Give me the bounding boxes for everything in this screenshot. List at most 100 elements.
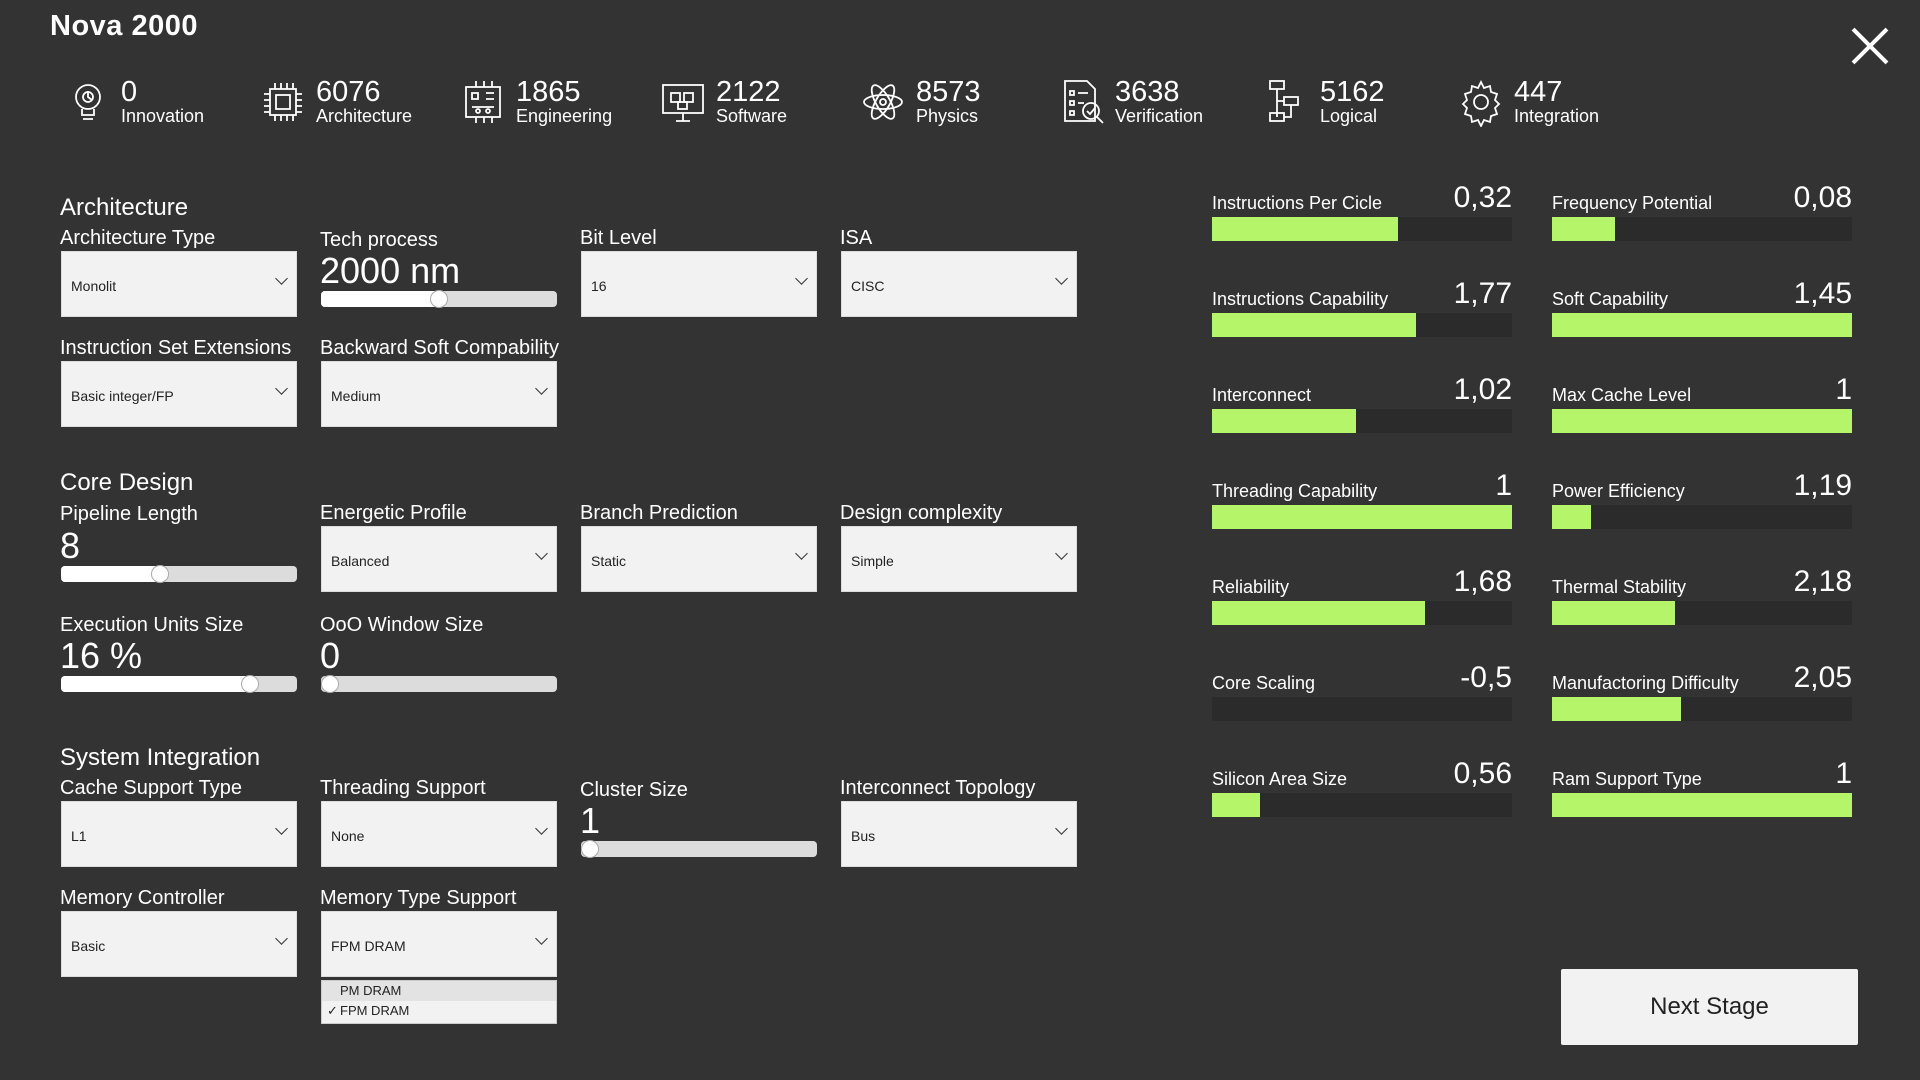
chevron-down-icon	[1055, 272, 1068, 285]
stat-label: Frequency Potential	[1552, 193, 1713, 213]
stat-value: 1	[1835, 757, 1852, 790]
stat-ram-support-type: Ram Support Type 1	[1552, 757, 1852, 827]
option-label: PM DRAM	[340, 983, 402, 998]
slider-fill	[321, 291, 439, 307]
stat-label: Manufactoring Difficulty	[1552, 673, 1739, 693]
chevron-down-icon	[1055, 547, 1068, 560]
threading-dropdown[interactable]: None	[321, 801, 557, 867]
stat-value: 1,45	[1793, 277, 1852, 310]
document-check-icon	[1064, 80, 1104, 124]
stat-value: 0,32	[1453, 181, 1512, 214]
stat-instructions-per-cicle: Instructions Per Cicle 0,32	[1212, 181, 1512, 251]
stat-label: Interconnect	[1212, 385, 1312, 405]
chevron-down-icon	[275, 822, 288, 835]
cluster-label: Cluster Size	[580, 779, 688, 801]
slider-fill	[61, 566, 161, 582]
stat-bar-fill	[1212, 505, 1512, 529]
section-system-integration: System Integration	[60, 744, 261, 771]
cluster-slider[interactable]	[581, 840, 817, 858]
bit-level-label: Bit Level	[580, 227, 657, 249]
complexity-dropdown[interactable]: Simple	[841, 526, 1077, 592]
stat-bar-track	[1212, 313, 1512, 337]
resource-value: 3638	[1115, 76, 1180, 108]
slider-knob[interactable]	[581, 840, 599, 858]
stat-interconnect: Interconnect 1,02	[1212, 373, 1512, 443]
topology-label: Interconnect Topology	[840, 777, 1036, 799]
ise-label: Instruction Set Extensions	[60, 337, 292, 359]
stat-silicon-area-size: Silicon Area Size 0,56	[1212, 757, 1512, 827]
backward-label: Backward Soft Compability	[320, 337, 559, 359]
ooo-slider[interactable]	[321, 675, 557, 693]
chevron-down-icon	[275, 932, 288, 945]
cluster-value: 1	[580, 800, 601, 841]
ooo-label: OoO Window Size	[320, 614, 484, 636]
memctrl-label: Memory Controller	[60, 887, 225, 909]
topology-value: Bus	[851, 828, 876, 844]
threading-value: None	[331, 828, 365, 844]
stat-core-scaling: Core Scaling -0,5	[1212, 661, 1512, 731]
cache-dropdown[interactable]: L1	[61, 801, 297, 867]
next-stage-button[interactable]: Next Stage	[1561, 969, 1858, 1045]
isa-dropdown[interactable]: CISC	[841, 251, 1077, 317]
backward-dropdown[interactable]: Medium	[321, 361, 557, 427]
stat-bar-fill	[1552, 697, 1681, 721]
option-pm-dram[interactable]: PM DRAM	[322, 981, 556, 1001]
stat-label: Instructions Capability	[1212, 289, 1389, 309]
isa-value: CISC	[851, 278, 885, 294]
resource-value: 5162	[1320, 76, 1385, 108]
stat-bar-fill	[1212, 601, 1425, 625]
resource-value: 6076	[316, 76, 381, 108]
resource-verification: 3638 Verification	[1057, 72, 1203, 132]
atom-icon	[863, 84, 903, 120]
threading-label: Threading Support	[320, 777, 486, 799]
close-icon[interactable]	[1850, 26, 1890, 66]
stat-instructions-capability: Instructions Capability 1,77	[1212, 277, 1512, 347]
resource-innovation: 0 Innovation	[63, 72, 204, 132]
resource-label: Engineering	[516, 106, 613, 126]
chevron-down-icon	[275, 272, 288, 285]
stat-value: 0,56	[1453, 757, 1512, 790]
resource-value: 1865	[516, 76, 581, 108]
pipeline-label: Pipeline Length	[60, 503, 198, 525]
chevron-down-icon	[535, 932, 548, 945]
stat-bar-track	[1552, 217, 1852, 241]
isa-label: ISA	[840, 227, 873, 249]
slider-knob[interactable]	[151, 565, 170, 583]
energetic-dropdown[interactable]: Balanced	[321, 526, 557, 592]
tech-process-slider[interactable]	[321, 290, 557, 308]
stat-label: Reliability	[1212, 577, 1290, 597]
stat-label: Soft Capability	[1552, 289, 1669, 309]
slider-knob[interactable]	[430, 290, 448, 308]
resource-engineering: 1865 Engineering	[458, 72, 612, 132]
pipeline-slider[interactable]	[61, 565, 297, 583]
stat-bar-track	[1552, 601, 1852, 625]
ise-dropdown[interactable]: Basic integer/FP	[61, 361, 297, 427]
bit-level-dropdown[interactable]: 16	[581, 251, 817, 317]
stat-value: 1	[1495, 469, 1512, 502]
stat-reliability: Reliability 1,68	[1212, 565, 1512, 635]
memtype-dropdown[interactable]: FPM DRAM	[321, 911, 557, 977]
stat-bar-track	[1552, 313, 1852, 337]
option-fpm-dram[interactable]: ✓ FPM DRAM	[322, 1001, 556, 1021]
memtype-options-list: PM DRAM ✓ FPM DRAM	[321, 980, 557, 1024]
slider-knob[interactable]	[321, 675, 339, 693]
branch-dropdown[interactable]: Static	[581, 526, 817, 592]
arch-type-dropdown[interactable]: Monolit	[61, 251, 297, 317]
stat-label: Silicon Area Size	[1212, 769, 1348, 789]
branch-value: Static	[591, 553, 627, 569]
lightbulb-gear-icon	[75, 84, 101, 120]
memctrl-dropdown[interactable]: Basic	[61, 911, 297, 977]
exec-units-slider[interactable]	[61, 675, 297, 693]
resource-physics: 8573 Physics	[858, 72, 981, 132]
resource-label: Software	[716, 106, 788, 126]
monitor-cubes-icon	[662, 84, 704, 122]
stat-bar-track	[1552, 409, 1852, 433]
resource-label: Innovation	[121, 106, 205, 126]
topology-dropdown[interactable]: Bus	[841, 801, 1077, 867]
stat-bar-fill	[1212, 217, 1398, 241]
stat-max-cache-level: Max Cache Level 1	[1552, 373, 1852, 443]
chip-icon	[264, 83, 302, 121]
resource-label: Verification	[1115, 106, 1204, 126]
slider-knob[interactable]	[240, 675, 259, 693]
checkmark-icon: ✓	[327, 1003, 338, 1018]
